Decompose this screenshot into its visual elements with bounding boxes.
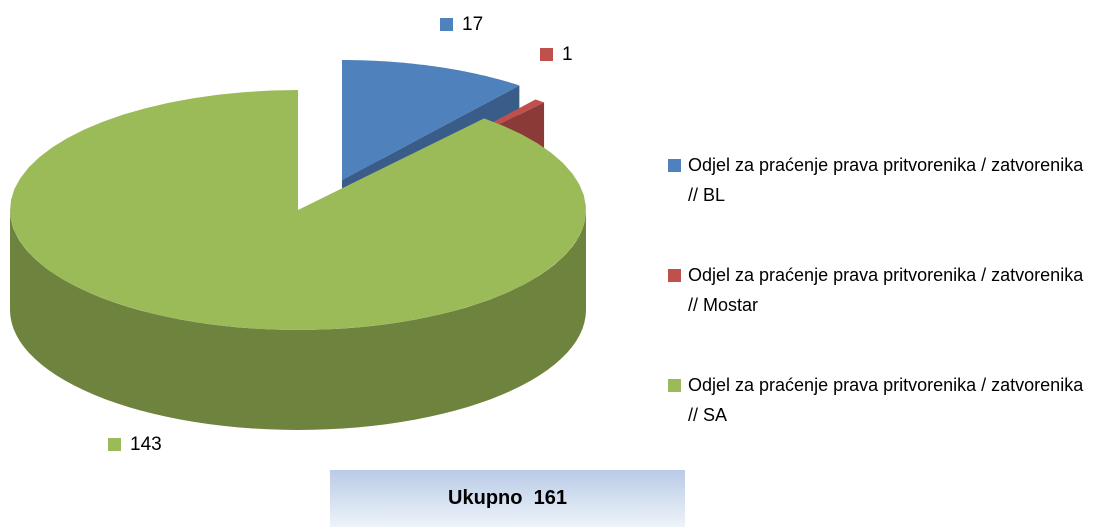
- legend-item: Odjel za praćenje prava pritvorenika / z…: [668, 150, 1096, 210]
- data-label: 1: [562, 44, 573, 65]
- legend-label: Odjel za praćenje prava pritvorenika / z…: [688, 265, 1084, 315]
- label-key: [108, 438, 121, 451]
- legend-item: Odjel za praćenje prava pritvorenika / z…: [668, 370, 1096, 430]
- slice-wall: [10, 210, 586, 430]
- data-label: 17: [462, 14, 483, 35]
- slice: [342, 60, 520, 180]
- legend-label: Odjel za praćenje prava pritvorenika / z…: [688, 375, 1084, 425]
- label-key: [440, 18, 453, 31]
- legend-label: Odjel za praćenje prava pritvorenika / z…: [688, 155, 1084, 205]
- slice: [10, 90, 586, 330]
- legend-key: [668, 159, 681, 172]
- legend-key: [668, 379, 681, 392]
- legend-item: Odjel za praćenje prava pritvorenika / z…: [668, 260, 1096, 320]
- legend-key: [668, 269, 681, 282]
- total-box: Ukupno 161: [330, 470, 685, 527]
- data-label: 143: [130, 434, 162, 455]
- label-key: [540, 48, 553, 61]
